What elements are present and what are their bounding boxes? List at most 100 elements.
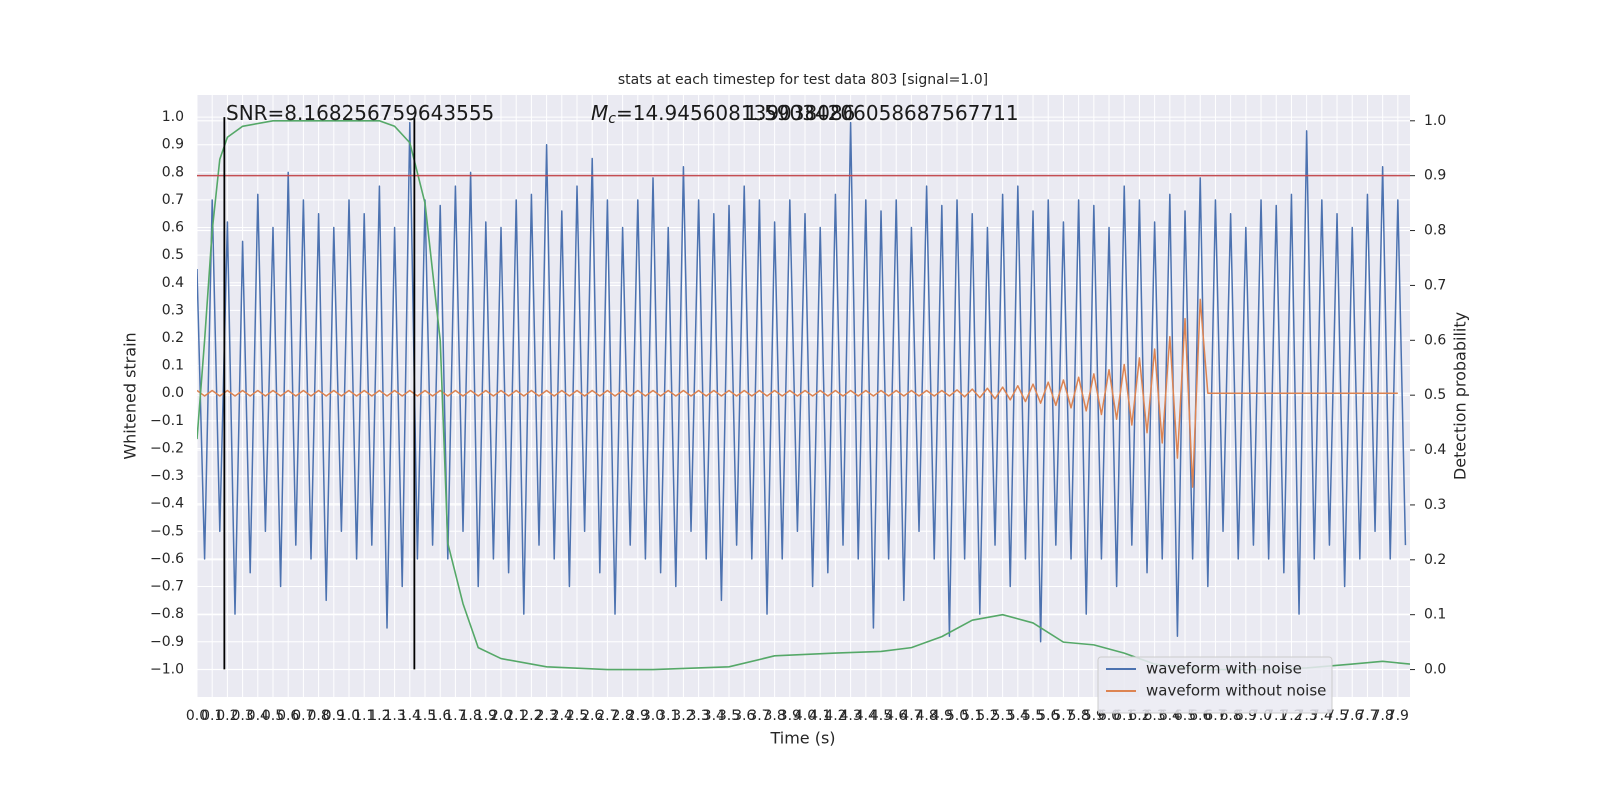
y-tick-label: −1.0 (150, 661, 184, 677)
y-tick-label: −0.5 (150, 523, 184, 539)
x-tick-label: 1.8 (459, 708, 481, 724)
x-tick-label: 0.5 (262, 708, 284, 724)
legend: waveform with noise waveform without nois… (1097, 656, 1333, 714)
x-tick-label: 1.3 (383, 708, 405, 724)
y-tick-label: 0.3 (162, 302, 184, 318)
chart-title: stats at each timestep for test data 803… (618, 72, 988, 88)
x-tick-label: 0.8 (307, 708, 329, 724)
y2-tick-label: 0.6 (1424, 332, 1446, 348)
x-tick-label: 2.6 (581, 708, 603, 724)
x-tick-label: 1.9 (475, 708, 497, 724)
y-tick-label: 0.0 (162, 385, 184, 401)
y-tick-label: 0.9 (162, 137, 184, 153)
x-tick-label: 3.7 (748, 708, 770, 724)
y2-tick-label: 0.4 (1424, 442, 1446, 458)
y-tick-label: 0.1 (162, 358, 184, 374)
y2-axis-label: Detection probability (1451, 312, 1470, 480)
x-tick-label: 1.7 (444, 708, 466, 724)
y2-tick-label: 0.7 (1424, 277, 1446, 293)
x-axis-label: Time (s) (769, 729, 835, 748)
x-tick-label: 4.6 (885, 708, 907, 724)
y-tick-label: −0.8 (150, 606, 184, 622)
series-line (197, 298, 1398, 488)
y2-tick-label: 1.0 (1424, 113, 1446, 129)
x-tick-label: 3.0 (642, 708, 664, 724)
x-tick-label: 5.8 (1067, 708, 1089, 724)
y2-tick-label: 0.1 (1424, 607, 1446, 623)
x-tick-label: 0.2 (216, 708, 238, 724)
annotation: 1.59034206058687567711 (745, 101, 1019, 125)
y-tick-label: 0.4 (162, 275, 184, 291)
x-tick-label: 5.6 (1037, 708, 1059, 724)
annotation-text: 1.59034206058687567711 (745, 101, 1019, 125)
x-tick-label: 4.3 (839, 708, 861, 724)
legend-box (1097, 656, 1333, 714)
x-tick-label: 4.5 (870, 708, 892, 724)
x-tick-label: 0.9 (323, 708, 345, 724)
x-tick-label: 2.5 (566, 708, 588, 724)
annotation-symbol: M (591, 101, 608, 125)
y2-tick-label: 0.5 (1424, 387, 1446, 403)
x-tick-label: 2.0 (490, 708, 512, 724)
x-tick-label: 3.8 (763, 708, 785, 724)
x-tick-label: 0.4 (247, 708, 269, 724)
x-tick-label: 4.1 (809, 708, 831, 724)
annotation-text: =14.945608139038086 (616, 101, 855, 125)
x-tick-label: 5.1 (961, 708, 983, 724)
y2-tick-label: 0.0 (1424, 662, 1446, 678)
annotation: SNR=8.168256759643555 (226, 101, 494, 125)
x-tick-label: 2.4 (551, 708, 573, 724)
plot-area (197, 95, 1410, 697)
y-tick-label: 0.5 (162, 247, 184, 263)
y-axis-label: Whitened strain (121, 332, 140, 459)
x-tick-label: 1.4 (399, 708, 421, 724)
x-tick-label: 1.5 (414, 708, 436, 724)
x-tick-label: 1.0 (338, 708, 360, 724)
x-tick-label: 3.1 (657, 708, 679, 724)
x-tick-label: 5.7 (1052, 708, 1074, 724)
y-tick-label: 0.2 (162, 330, 184, 346)
y-tick-label: −0.9 (150, 634, 184, 650)
x-tick-label: 3.6 (733, 708, 755, 724)
x-tick-label: 1.6 (429, 708, 451, 724)
y-tick-label: −0.2 (150, 440, 184, 456)
y-tick-label: 0.8 (162, 164, 184, 180)
x-tick-label: 4.4 (855, 708, 877, 724)
x-tick-label: 4.0 (794, 708, 816, 724)
y2-tick-label: 0.2 (1424, 552, 1446, 568)
y2-tick-label: 0.3 (1424, 497, 1446, 513)
x-tick-label: 7.6 (1341, 708, 1363, 724)
x-tick-label: 5.4 (1007, 708, 1029, 724)
x-tick-label: 3.3 (687, 708, 709, 724)
y-tick-label: −0.3 (150, 468, 184, 484)
series-line (197, 121, 1407, 643)
y-tick-label: −0.6 (150, 551, 184, 567)
x-tick-label: 5.5 (1022, 708, 1044, 724)
x-tick-label: 2.1 (505, 708, 527, 724)
x-tick-label: 7.7 (1356, 708, 1378, 724)
x-tick-label: 5.3 (991, 708, 1013, 724)
x-tick-label: 5.0 (946, 708, 968, 724)
x-tick-label: 0.3 (231, 708, 253, 724)
y-tick-label: 0.6 (162, 220, 184, 236)
x-tick-label: 3.2 (672, 708, 694, 724)
y-tick-label: −0.7 (150, 579, 184, 595)
x-tick-label: 2.7 (596, 708, 618, 724)
x-tick-label: 4.9 (931, 708, 953, 724)
x-tick-label: 0.7 (292, 708, 314, 724)
x-tick-label: 3.4 (703, 708, 725, 724)
y-tick-label: 0.7 (162, 192, 184, 208)
x-tick-label: 0.6 (277, 708, 299, 724)
x-tick-label: 0.0 (186, 708, 208, 724)
legend-label: waveform with noise (1146, 660, 1302, 678)
y-tick-label: −0.1 (150, 413, 184, 429)
annotation: Mc=14.945608139038086 (591, 101, 855, 128)
x-tick-label: 2.3 (535, 708, 557, 724)
annotation-text: SNR=8.168256759643555 (226, 101, 494, 125)
x-tick-label: 1.1 (353, 708, 375, 724)
x-tick-label: 7.8 (1372, 708, 1394, 724)
x-tick-label: 2.8 (611, 708, 633, 724)
y-tick-label: 1.0 (162, 109, 184, 125)
legend-label: waveform without noise (1146, 682, 1326, 700)
